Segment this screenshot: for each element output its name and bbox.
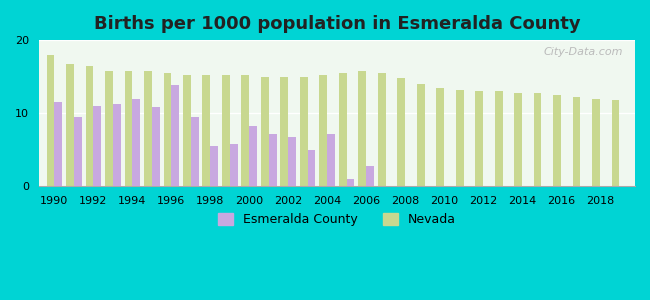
Bar bbox=[211, 146, 218, 186]
Bar bbox=[300, 77, 307, 186]
Bar bbox=[222, 75, 229, 186]
Title: Births per 1000 population in Esmeralda County: Births per 1000 population in Esmeralda … bbox=[94, 15, 580, 33]
Bar bbox=[268, 134, 276, 186]
Bar bbox=[241, 75, 249, 186]
Bar bbox=[144, 71, 152, 186]
Bar bbox=[133, 99, 140, 186]
Bar bbox=[86, 66, 94, 186]
Bar bbox=[592, 99, 600, 186]
Bar bbox=[203, 75, 211, 186]
Bar bbox=[105, 71, 113, 186]
Bar bbox=[229, 144, 237, 186]
Bar bbox=[125, 71, 133, 186]
Bar bbox=[495, 91, 502, 186]
Bar bbox=[378, 73, 385, 186]
Bar bbox=[339, 73, 346, 186]
Bar bbox=[366, 166, 374, 186]
Bar bbox=[261, 77, 268, 186]
Bar bbox=[319, 75, 327, 186]
Bar bbox=[573, 97, 580, 186]
Bar bbox=[288, 137, 296, 186]
Bar bbox=[553, 95, 561, 186]
Bar bbox=[327, 134, 335, 186]
Bar bbox=[94, 106, 101, 186]
Bar bbox=[534, 93, 541, 186]
Bar bbox=[436, 88, 444, 186]
Bar bbox=[397, 78, 405, 186]
Bar bbox=[66, 64, 74, 186]
Bar bbox=[113, 104, 121, 186]
Bar bbox=[183, 75, 191, 186]
Bar bbox=[307, 150, 315, 186]
Bar bbox=[152, 107, 160, 186]
Bar bbox=[358, 71, 366, 186]
Bar bbox=[55, 102, 62, 186]
Bar bbox=[191, 117, 199, 186]
Bar bbox=[475, 91, 483, 186]
Bar bbox=[47, 55, 55, 186]
Bar bbox=[280, 77, 288, 186]
Bar bbox=[249, 126, 257, 186]
Bar bbox=[514, 93, 522, 186]
Bar bbox=[172, 85, 179, 186]
Text: City-Data.com: City-Data.com bbox=[543, 47, 623, 57]
Bar bbox=[417, 84, 424, 186]
Bar bbox=[456, 90, 463, 186]
Bar bbox=[346, 179, 354, 186]
Bar bbox=[612, 100, 619, 186]
Bar bbox=[74, 117, 82, 186]
Bar bbox=[164, 73, 172, 186]
Legend: Esmeralda County, Nevada: Esmeralda County, Nevada bbox=[213, 208, 461, 231]
